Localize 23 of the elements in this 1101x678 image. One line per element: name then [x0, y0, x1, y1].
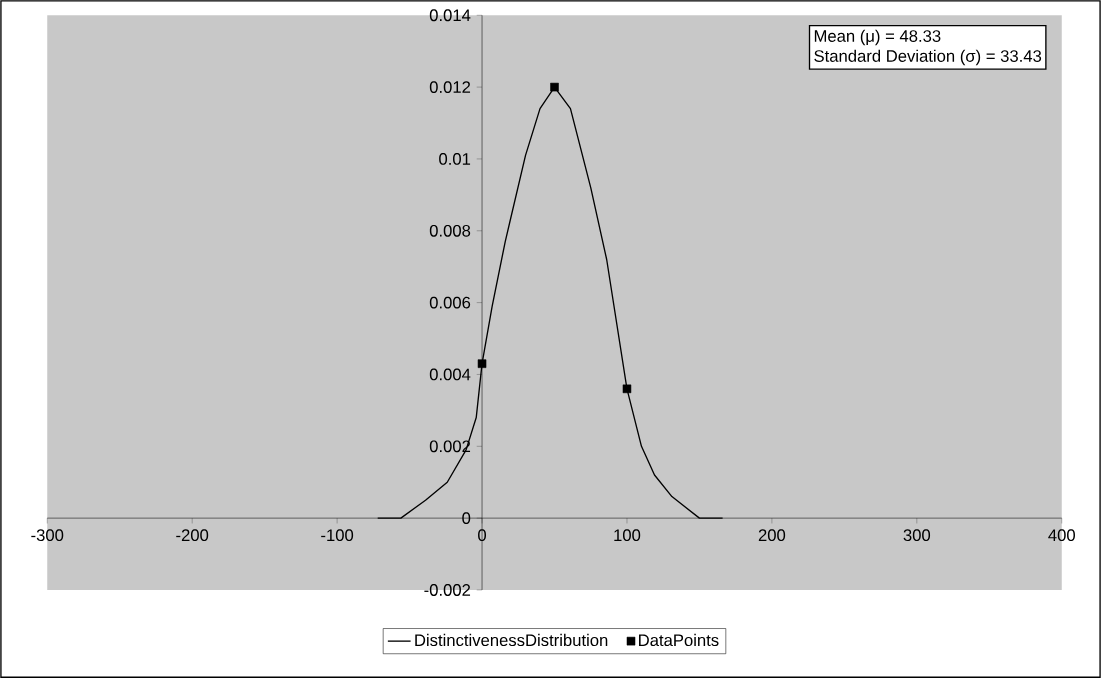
y-tick-label: 0	[462, 512, 471, 524]
annotation: Mean (μ) = 48.33	[814, 29, 941, 46]
y-tick-label: -0.002	[424, 584, 471, 596]
x-tick-label: -100	[321, 529, 354, 541]
x-tick-label: -200	[176, 529, 209, 541]
y-tick-label: 0.008	[429, 224, 471, 237]
annotation: Standard Deviation (σ) = 33.43	[814, 49, 1042, 66]
y-tick-label: 0.006	[429, 296, 471, 309]
point	[550, 82, 559, 92]
legend-label: DistinctivenessDistribution	[415, 633, 608, 646]
x-tick-label: 0	[478, 529, 487, 541]
legend-label: DataPoints	[639, 633, 719, 646]
point	[477, 359, 487, 368]
x-tick-label: 200	[758, 529, 786, 541]
y-tick-label: 0.004	[429, 368, 471, 381]
y-tick-label: 0.01	[439, 152, 471, 165]
point	[622, 384, 632, 393]
y-tick-label: 0.012	[429, 81, 471, 93]
y-tick-label: 0.014	[429, 9, 471, 22]
x-tick-label: 400	[1048, 529, 1075, 541]
x-tick-label: -300	[31, 529, 64, 541]
x-tick-label: 100	[614, 529, 641, 541]
x-tick-label: 300	[903, 529, 931, 541]
